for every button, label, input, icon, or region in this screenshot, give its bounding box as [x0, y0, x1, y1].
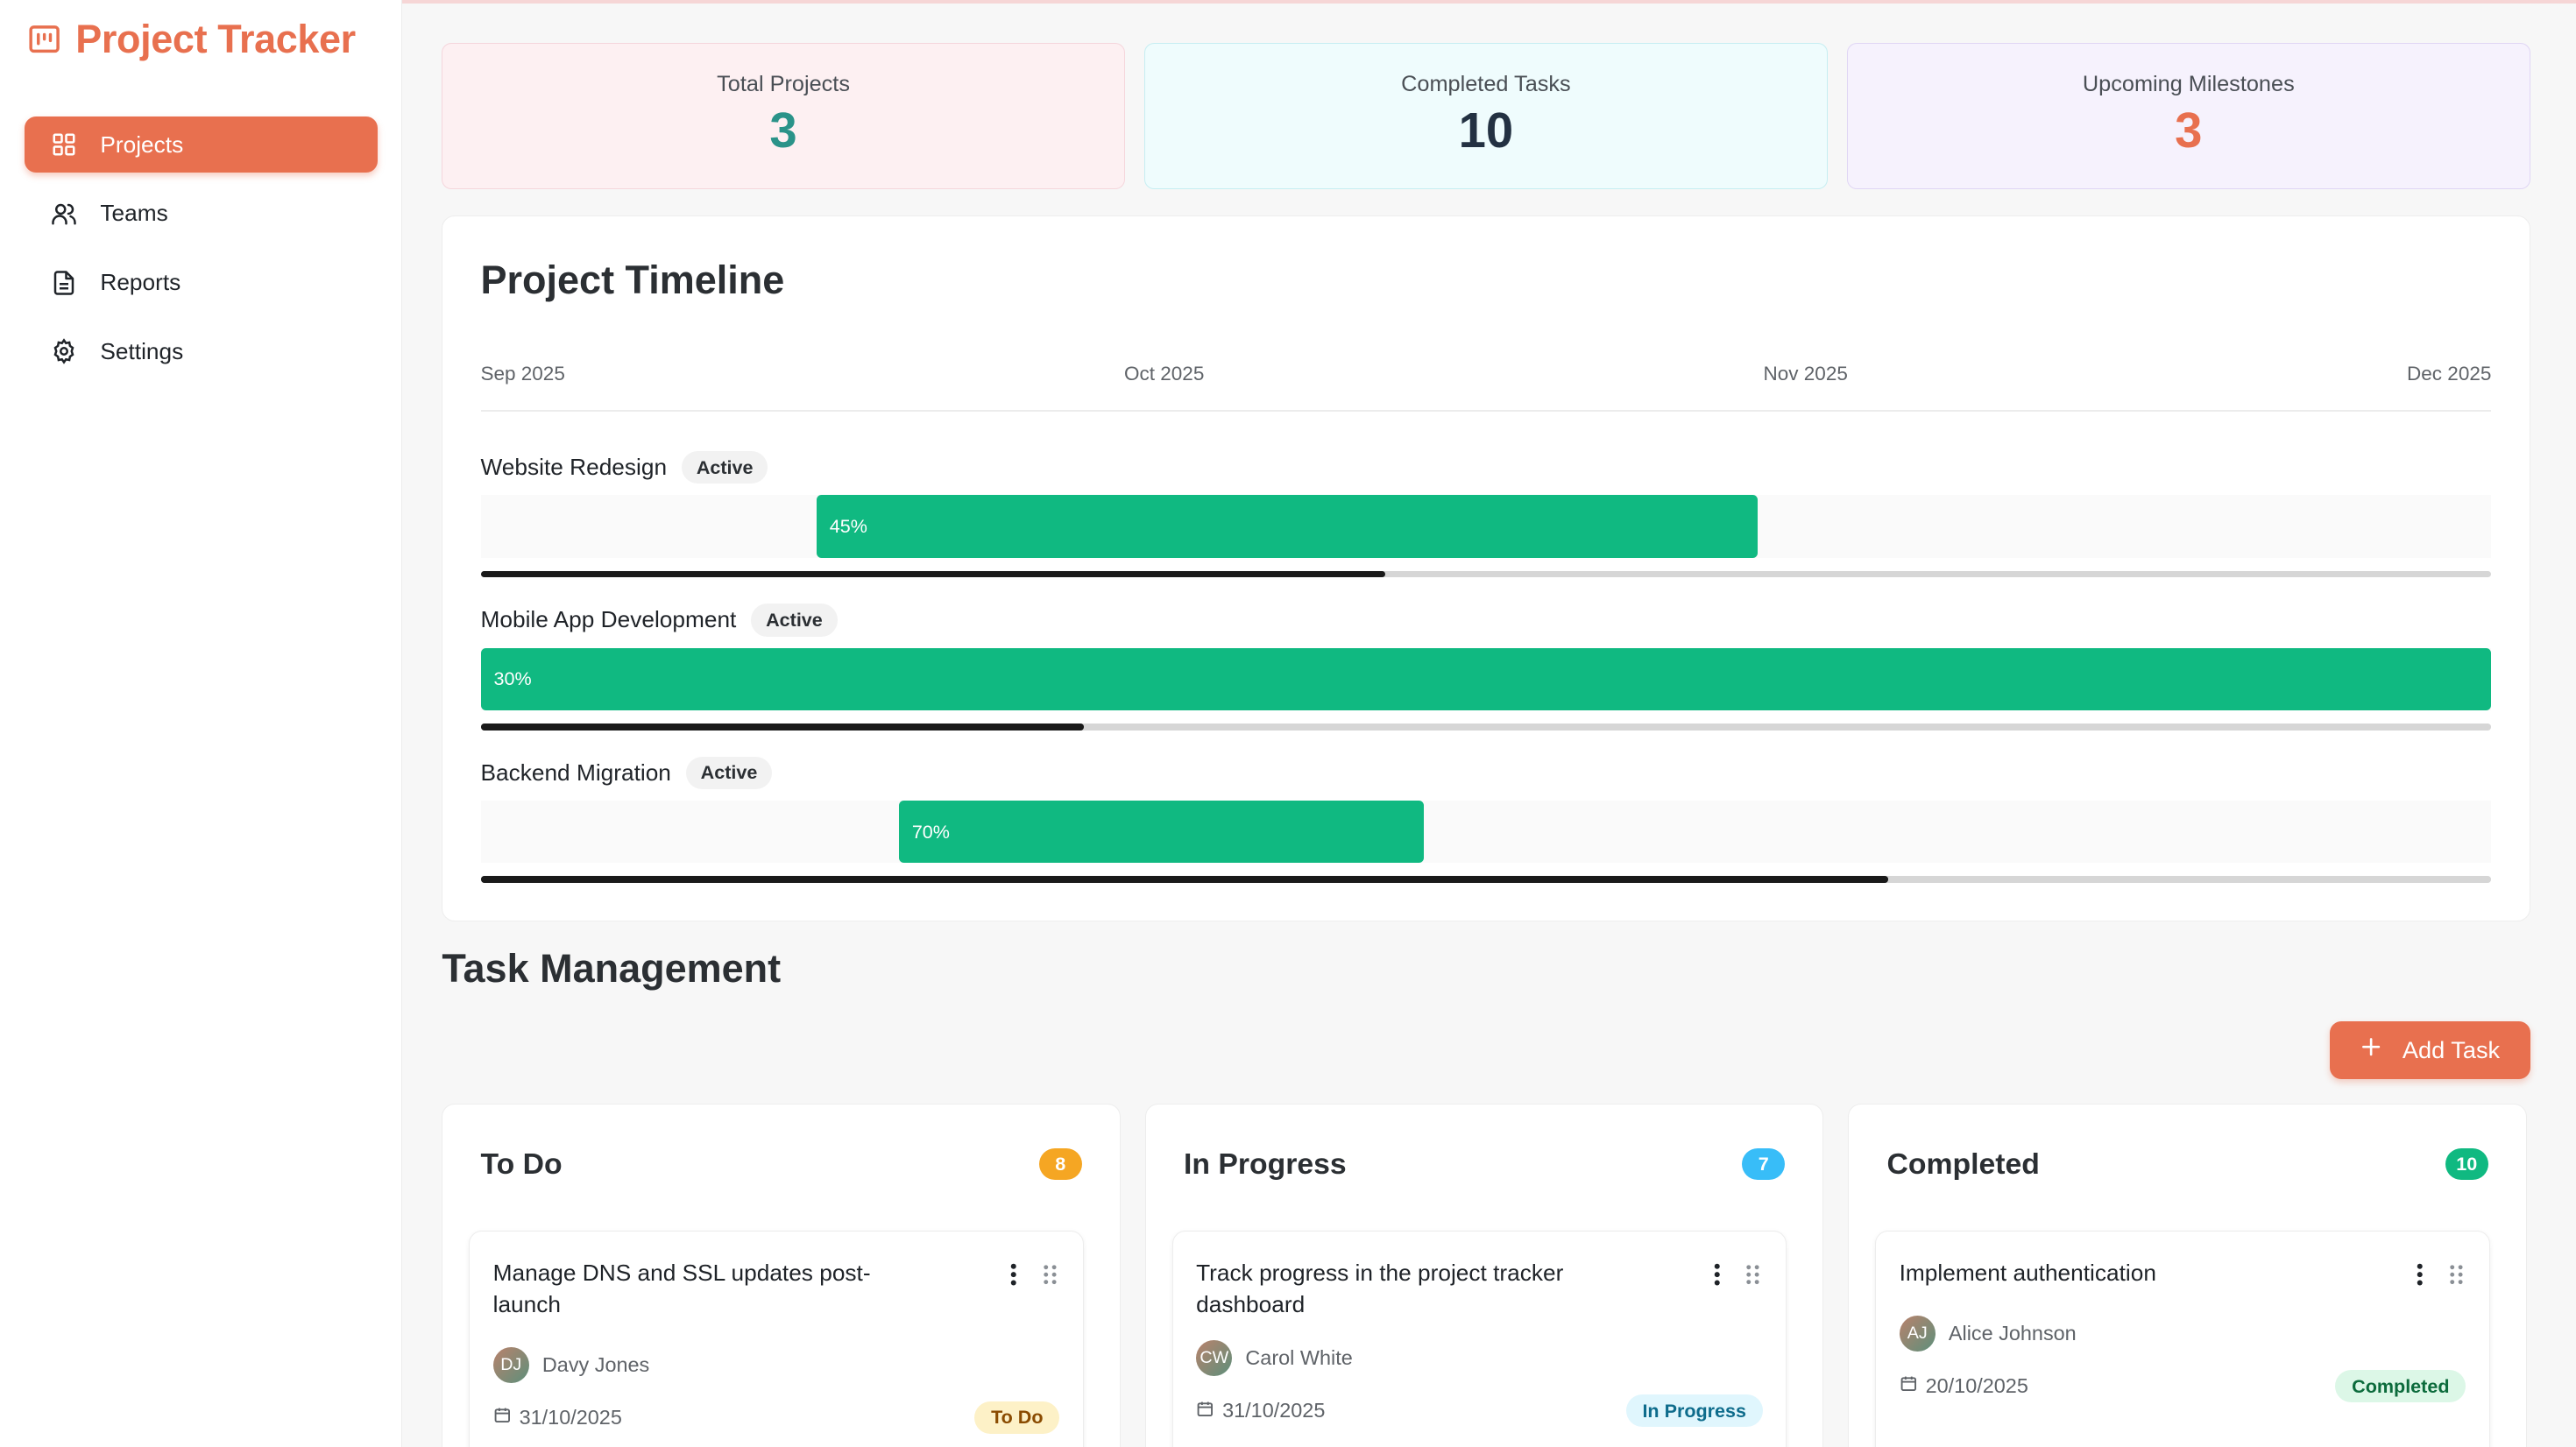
project-name: Mobile App Development [480, 606, 737, 633]
avatar: CW [1196, 1340, 1233, 1377]
task-management-title: Task Management [442, 946, 782, 991]
drag-handle-icon[interactable] [1743, 1263, 1763, 1286]
stat-value: 3 [769, 102, 797, 159]
stat-label: Upcoming Milestones [2082, 71, 2295, 96]
timeline-project-mobile-app: Mobile App Development Active 30% [480, 602, 2492, 733]
stats-row: Total Projects 3 Completed Tasks 10 Upco… [442, 42, 2530, 189]
timeline-divider [480, 409, 2492, 412]
timeline-project-website-redesign: Website Redesign Active 45% [480, 449, 2492, 581]
gantt-bar[interactable]: 45% [816, 495, 1758, 558]
task-title: Implement authentication [1899, 1260, 2156, 1287]
drag-handle-icon[interactable] [2446, 1263, 2466, 1286]
task-due-date: 31/10/2025 [1222, 1399, 1326, 1422]
plus-icon [2360, 1035, 2382, 1064]
sidebar-nav: Projects Teams Reports Settings [25, 116, 379, 392]
assignee-name: Carol White [1245, 1346, 1353, 1370]
column-to-do: To Do 8 Manage DNS and SSL updates post-… [442, 1104, 1121, 1447]
task-title: Manage DNS and SSL updates post-launch [492, 1260, 871, 1317]
brand[interactable]: Project Tracker [26, 17, 356, 62]
task-card[interactable]: Manage DNS and SSL updates post-launch D… [469, 1231, 1084, 1447]
month-label: Sep 2025 [480, 362, 565, 385]
sidebar-item-label: Reports [100, 269, 181, 295]
sidebar-item-teams[interactable]: Teams [25, 186, 378, 242]
task-card[interactable]: Implement authentication AJ Alice Johnso… [1875, 1231, 2490, 1447]
grid-icon [51, 131, 77, 158]
project-name: Backend Migration [480, 759, 671, 786]
stat-card-completed-tasks: Completed Tasks 10 [1144, 42, 1828, 189]
kanban-board: To Do 8 Manage DNS and SSL updates post-… [442, 1104, 2530, 1447]
add-task-label: Add Task [2402, 1036, 2501, 1064]
project-timeline-card: Project Timeline Sep 2025 Oct 2025 Nov 2… [442, 215, 2530, 921]
progress-track [480, 570, 2492, 578]
stat-label: Completed Tasks [1401, 71, 1571, 96]
sidebar-item-projects[interactable]: Projects [25, 116, 379, 173]
month-label: Dec 2025 [2407, 362, 2492, 385]
more-vertical-icon[interactable] [1707, 1263, 1727, 1286]
main-content: Total Projects 3 Completed Tasks 10 Upco… [442, 42, 2530, 921]
progress-track [480, 724, 2492, 731]
avatar: DJ [492, 1346, 529, 1383]
progress-fill [480, 570, 1386, 578]
status-badge: In Progress [1625, 1394, 1763, 1428]
avatar: AJ [1899, 1316, 1936, 1352]
sidebar-item-label: Settings [100, 337, 184, 364]
timeline-project-backend-migration: Backend Migration Active 70% [480, 755, 2492, 886]
top-accent-line [402, 0, 2576, 4]
sidebar-item-label: Teams [100, 200, 168, 227]
progress-track [480, 876, 2492, 883]
task-card[interactable]: Track progress in the project tracker da… [1171, 1231, 1787, 1447]
column-title: To Do [480, 1147, 563, 1181]
gantt-bar[interactable]: 30% [480, 647, 2492, 710]
month-label: Oct 2025 [1124, 362, 1205, 385]
stat-value: 3 [2175, 102, 2203, 159]
gantt-bar[interactable]: 70% [898, 801, 1424, 864]
users-icon [51, 201, 77, 227]
stat-label: Total Projects [717, 71, 850, 96]
drag-handle-icon[interactable] [1040, 1263, 1060, 1286]
sidebar: Project Tracker Projects Teams Reports [0, 0, 403, 1447]
more-vertical-icon[interactable] [2410, 1263, 2431, 1286]
sidebar-item-reports[interactable]: Reports [25, 255, 378, 311]
column-title: Completed [1886, 1147, 2040, 1181]
gantt-track: 30% [480, 647, 2492, 710]
assignee-name: Davy Jones [541, 1352, 650, 1376]
column-completed: Completed 10 Implement authentication AJ… [1848, 1104, 2527, 1447]
timeline-months: Sep 2025 Oct 2025 Nov 2025 Dec 2025 [481, 363, 2492, 385]
file-text-icon [51, 270, 77, 296]
count-badge: 7 [1742, 1148, 1786, 1181]
gantt-track: 70% [480, 801, 2492, 864]
progress-fill [480, 876, 1888, 883]
calendar-icon [1900, 1374, 1918, 1398]
gantt-track: 45% [480, 495, 2492, 558]
task-due-date: 31/10/2025 [519, 1405, 622, 1429]
add-task-button[interactable]: Add Task [2329, 1021, 2530, 1079]
status-badge: Active [681, 450, 768, 484]
more-vertical-icon[interactable] [1004, 1263, 1024, 1286]
status-badge: Active [685, 756, 773, 789]
status-badge: To Do [974, 1401, 1060, 1434]
stat-value: 10 [1458, 102, 1514, 159]
task-due-date: 20/10/2025 [1925, 1374, 2028, 1397]
calendar-icon [1196, 1399, 1214, 1422]
count-badge: 10 [2445, 1148, 2488, 1181]
assignee-name: Alice Johnson [1948, 1322, 2077, 1345]
sidebar-item-settings[interactable]: Settings [25, 323, 378, 379]
gear-icon [51, 338, 77, 364]
timeline-title: Project Timeline [480, 257, 785, 302]
task-title: Track progress in the project tracker da… [1196, 1260, 1564, 1317]
sidebar-item-label: Projects [100, 131, 184, 158]
progress-fill [480, 724, 1084, 731]
app-title: Project Tracker [75, 16, 356, 61]
status-badge: Completed [2335, 1369, 2466, 1403]
status-badge: Active [751, 604, 838, 637]
stat-card-upcoming-milestones: Upcoming Milestones 3 [1847, 42, 2530, 189]
month-label: Nov 2025 [1763, 362, 1848, 385]
stat-card-total-projects: Total Projects 3 [442, 42, 1125, 189]
project-name: Website Redesign [480, 454, 668, 480]
chart-board-icon [26, 21, 62, 57]
calendar-icon [493, 1406, 512, 1429]
count-badge: 8 [1038, 1148, 1082, 1181]
column-title: In Progress [1184, 1147, 1347, 1181]
column-in-progress: In Progress 7 Track progress in the proj… [1144, 1104, 1824, 1447]
